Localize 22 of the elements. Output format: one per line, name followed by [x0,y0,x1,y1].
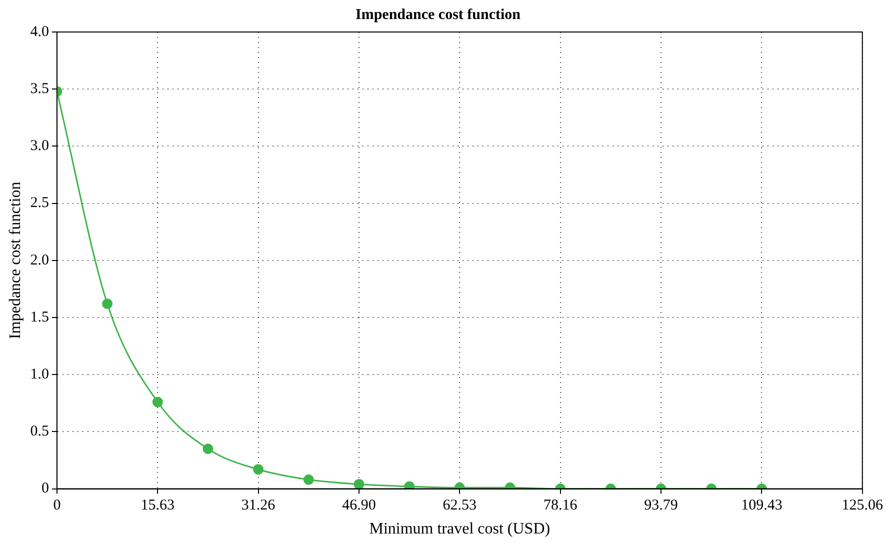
x-tick-label: 15.63 [140,498,174,514]
y-tick-label: 1.0 [30,366,49,383]
x-tick-label: 109.43 [741,498,782,514]
x-tick-label: 46.90 [342,498,376,514]
x-tick-label: 62.53 [442,498,477,514]
y-tick-label: 2.5 [30,195,49,212]
x-axis-title: Minimum travel cost (USD) [369,520,550,538]
y-tick-label: 3.5 [30,81,49,98]
y-tick-label: 0.5 [30,424,49,440]
x-tick-label: 0 [53,498,61,514]
y-tick-label: 4.0 [30,24,49,40]
x-tick-label: 93.79 [644,498,678,514]
chart-title: Impendance cost function [355,6,522,23]
y-tick-label: 2.0 [30,252,49,268]
x-tick-label: 125.06 [842,498,884,514]
y-axis-title: Impedance cost function [6,182,24,340]
x-tick-label: 78.16 [543,498,578,514]
y-tick-label: 1.5 [30,309,49,326]
y-tick-label: 3.0 [30,138,49,154]
x-tick-label: 31.26 [241,498,276,514]
point [102,298,113,310]
y-tick-label: 0 [41,480,49,497]
